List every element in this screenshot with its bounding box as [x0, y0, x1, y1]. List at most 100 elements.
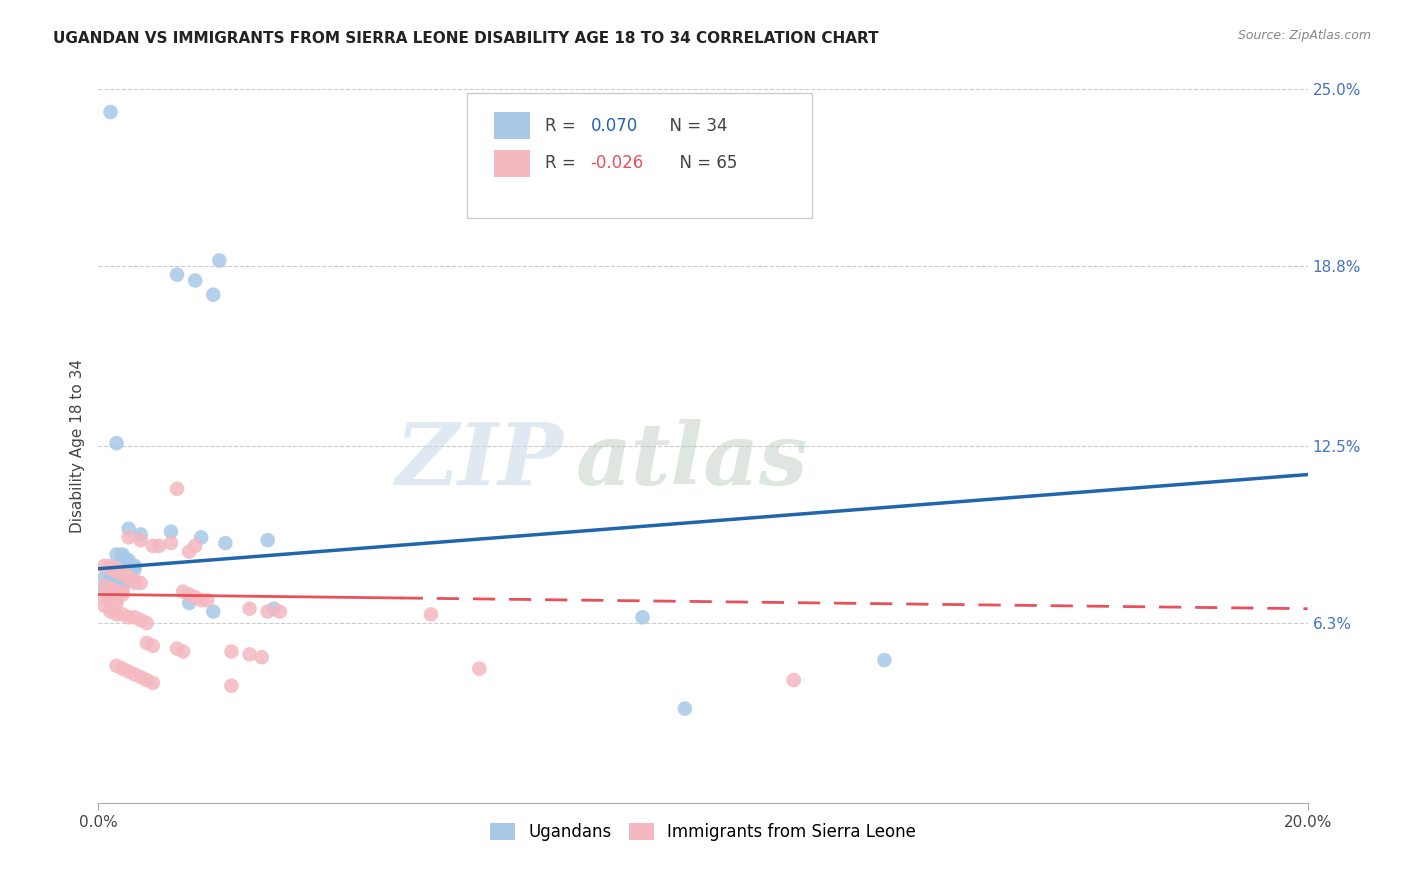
Point: [179, 544, 201, 558]
Point: [100, 605, 122, 619]
Y-axis label: Disability Age 18 to 34: Disability Age 18 to 34: [69, 359, 84, 533]
Point: [631, 610, 654, 624]
Point: [105, 593, 128, 607]
FancyBboxPatch shape: [494, 112, 530, 139]
Point: [93, 558, 115, 573]
Point: [118, 553, 141, 567]
Point: [100, 601, 122, 615]
Point: [124, 558, 146, 573]
Point: [148, 539, 170, 553]
Point: [111, 584, 134, 599]
Point: [118, 665, 141, 679]
Point: [783, 673, 806, 687]
Point: [105, 562, 128, 576]
Point: [673, 701, 696, 715]
Point: [172, 584, 194, 599]
Point: [100, 573, 122, 587]
Text: R =: R =: [544, 154, 581, 172]
Point: [100, 584, 122, 599]
Point: [111, 662, 134, 676]
Point: [221, 679, 243, 693]
Point: [105, 596, 128, 610]
Text: 0.070: 0.070: [591, 117, 638, 135]
Point: [111, 550, 134, 565]
Point: [93, 599, 115, 613]
Point: [135, 673, 157, 687]
Point: [118, 570, 141, 584]
Point: [135, 636, 157, 650]
Point: [118, 530, 141, 544]
Point: [100, 582, 122, 596]
Point: [100, 558, 122, 573]
Point: [195, 593, 218, 607]
Point: [142, 676, 165, 690]
Point: [129, 613, 152, 627]
Point: [111, 579, 134, 593]
Point: [135, 615, 157, 630]
Point: [142, 539, 165, 553]
Point: [93, 570, 115, 584]
Text: atlas: atlas: [576, 418, 808, 502]
Point: [118, 522, 141, 536]
FancyBboxPatch shape: [467, 93, 811, 218]
Point: [184, 591, 207, 605]
Text: Source: ZipAtlas.com: Source: ZipAtlas.com: [1237, 29, 1371, 42]
Text: -0.026: -0.026: [591, 154, 644, 172]
Point: [172, 644, 194, 658]
Point: [179, 587, 201, 601]
Point: [111, 587, 134, 601]
Point: [105, 436, 128, 450]
Point: [190, 530, 212, 544]
Point: [129, 533, 152, 548]
Point: [105, 548, 128, 562]
Text: R =: R =: [544, 117, 581, 135]
Point: [214, 536, 236, 550]
Point: [105, 658, 128, 673]
Point: [420, 607, 443, 622]
Point: [263, 601, 285, 615]
FancyBboxPatch shape: [494, 150, 530, 177]
Point: [202, 287, 225, 301]
Point: [256, 605, 278, 619]
Point: [111, 565, 134, 579]
Point: [93, 582, 115, 596]
Point: [873, 653, 896, 667]
Legend: Ugandans, Immigrants from Sierra Leone: Ugandans, Immigrants from Sierra Leone: [484, 816, 922, 848]
Point: [111, 548, 134, 562]
Point: [111, 579, 134, 593]
Point: [166, 482, 188, 496]
Point: [124, 610, 146, 624]
Point: [166, 641, 188, 656]
Point: [208, 253, 231, 268]
Point: [256, 533, 278, 548]
Point: [111, 567, 134, 582]
Point: [239, 601, 262, 615]
Point: [250, 650, 273, 665]
Text: UGANDAN VS IMMIGRANTS FROM SIERRA LEONE DISABILITY AGE 18 TO 34 CORRELATION CHAR: UGANDAN VS IMMIGRANTS FROM SIERRA LEONE …: [53, 31, 879, 46]
Point: [100, 105, 122, 120]
Point: [105, 584, 128, 599]
Point: [202, 605, 225, 619]
Point: [160, 536, 183, 550]
Point: [111, 607, 134, 622]
Point: [160, 524, 183, 539]
Point: [124, 573, 146, 587]
Point: [129, 576, 152, 591]
Point: [100, 570, 122, 584]
Point: [100, 582, 122, 596]
Text: N = 34: N = 34: [659, 117, 728, 135]
Point: [124, 562, 146, 576]
Point: [468, 662, 491, 676]
Point: [184, 539, 207, 553]
Text: N = 65: N = 65: [669, 154, 738, 172]
Point: [118, 570, 141, 584]
Point: [93, 579, 115, 593]
Point: [118, 610, 141, 624]
Point: [105, 576, 128, 591]
Point: [105, 607, 128, 622]
Point: [124, 667, 146, 681]
Point: [190, 593, 212, 607]
Point: [100, 562, 122, 576]
Point: [269, 605, 291, 619]
Point: [166, 268, 188, 282]
